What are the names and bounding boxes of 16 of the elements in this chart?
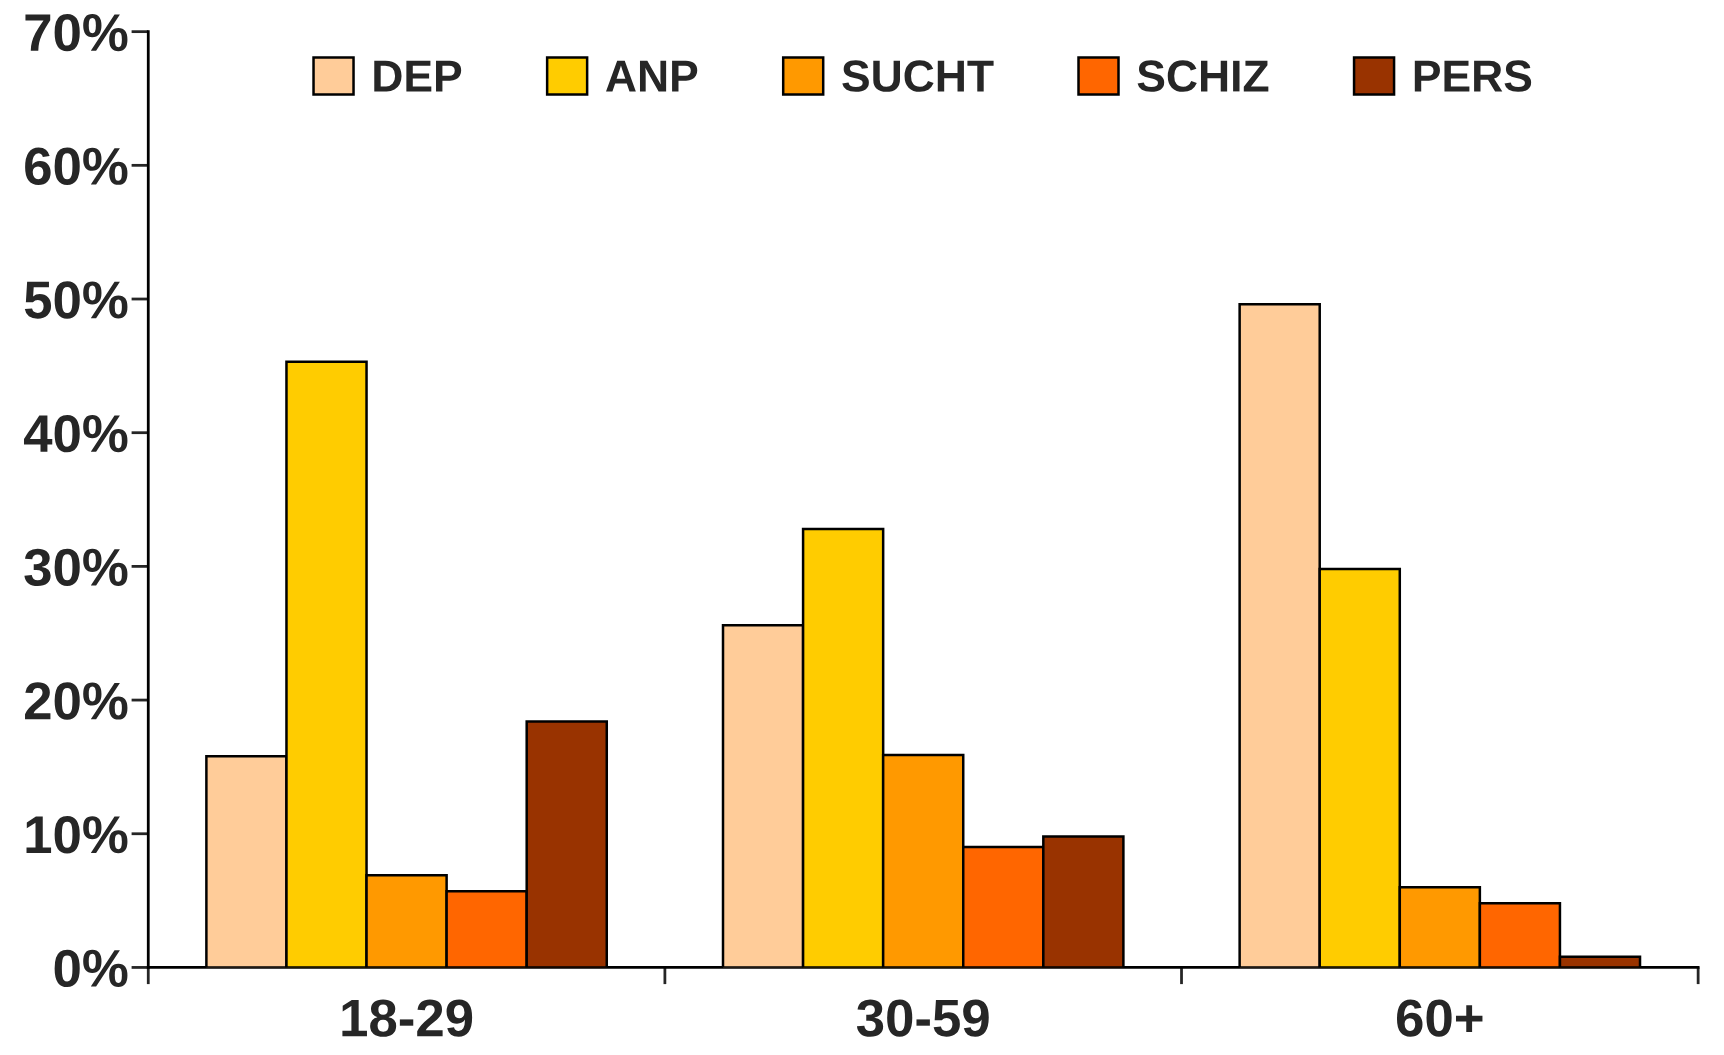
legend-label: ANP — [606, 60, 698, 92]
y-tick-label: 20% — [25, 682, 128, 720]
x-tick-label: 60+ — [1396, 999, 1483, 1037]
x-tick-label: 18-29 — [342, 999, 473, 1037]
legend-label: SCHIZ — [1137, 60, 1269, 92]
y-tick-label: 50% — [24, 281, 128, 319]
y-tick-label: 30% — [24, 548, 128, 587]
legend-label: DEP — [374, 60, 462, 92]
y-tick-label: 0% — [54, 949, 128, 988]
legend-label: SUCHT — [842, 60, 994, 92]
y-tick-label: 70% — [25, 13, 128, 52]
y-tick-label: 60% — [25, 147, 128, 185]
y-tick-label: 40% — [23, 414, 128, 453]
x-tick-label: 30-59 — [856, 999, 989, 1037]
y-tick-label: 10% — [26, 816, 128, 854]
legend-label: PERS — [1414, 60, 1532, 92]
